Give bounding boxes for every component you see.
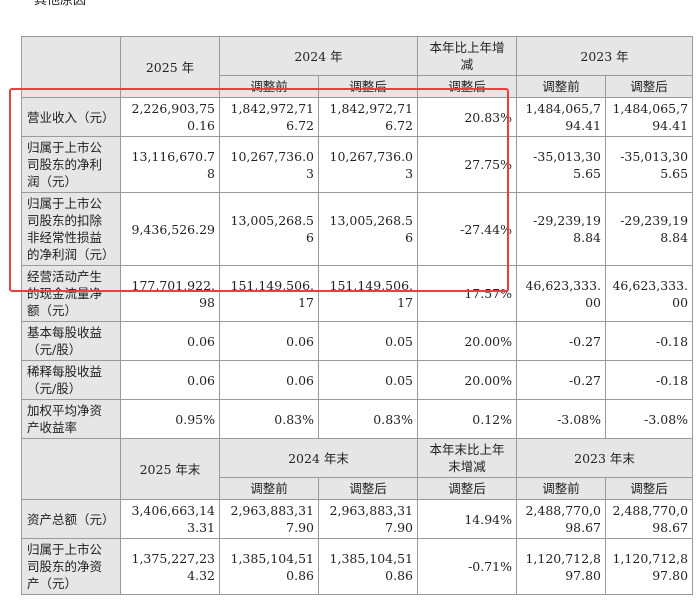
value-2023-after: 1,484,065,794.41 (605, 97, 694, 137)
header2-2023-before: 调整前 (516, 477, 607, 500)
header-2024-before: 调整前 (219, 75, 319, 98)
value-2024-before: 0.83% (219, 399, 319, 439)
value-2023-before: -0.27 (516, 360, 607, 400)
value-2025: 13,116,670.78 (120, 136, 220, 193)
table-row: 稀释每股收益（元/股） 0.06 0.06 0.05 20.00% -0.27 -0.18 (21, 360, 694, 400)
value-2023-after: -3.08% (605, 399, 694, 439)
value-2024-before: 0.06 (219, 360, 319, 400)
table-row: 经营活动产生的现金流量净额（元） 177,701,922.98 151,149,50… (21, 265, 694, 322)
value-2023-before: 46,623,333.00 (516, 265, 607, 322)
value-2024-before: 2,963,883,317.90 (219, 499, 319, 539)
value-2025: 0.06 (120, 321, 220, 361)
header2-change-after: 调整后 (417, 477, 518, 500)
row-label: 资产总额（元） (21, 499, 121, 539)
value-2023-before: 1,484,065,794.41 (516, 97, 607, 137)
value-change: -27.44% (417, 192, 518, 266)
value-2025: 9,436,526.29 (120, 192, 220, 266)
header2-2024-before: 调整前 (219, 477, 319, 500)
table-row: 基本每股收益（元/股） 0.06 0.06 0.05 20.00% -0.27 -0.18 (21, 321, 694, 361)
row-label: 加权平均净资产收益率 (21, 399, 121, 439)
value-2023-after: -29,239,198.84 (605, 192, 694, 266)
value-2025: 177,701,922.98 (120, 265, 220, 322)
value-2023-after: 2,488,770,098.67 (605, 499, 694, 539)
value-2024-before: 1,842,972,716.72 (219, 97, 319, 137)
value-2025: 2,226,903,750.16 (120, 97, 220, 137)
header-row-2: 2025 年末 2024 年末 本年末比上年末增减 2023 年末 (21, 438, 694, 500)
header-2023-before: 调整前 (516, 75, 607, 98)
section-caption: 其他原因 (34, 0, 87, 8)
row-label: 营业收入（元） (21, 97, 121, 137)
table-row: 归属于上市公司股东的净利润（元） 13,116,670.78 10,267,736.… (21, 136, 694, 193)
value-change: 20.83% (417, 97, 518, 137)
header2-2025: 2025 年末 (120, 438, 220, 500)
value-2025: 1,375,227,234.32 (120, 538, 220, 595)
value-change: 27.75% (417, 136, 518, 193)
header-2024: 2024 年 (218, 36, 419, 76)
value-2024-before: 10,267,736.03 (219, 136, 319, 193)
header-change-after: 调整后 (417, 75, 518, 98)
value-2024-after: 0.05 (317, 360, 419, 400)
value-2023-before: 1,120,712,897.80 (516, 538, 607, 595)
row-label: 基本每股收益（元/股） (21, 321, 121, 361)
value-2024-after: 13,005,268.56 (317, 192, 419, 266)
value-change: 0.12% (417, 399, 518, 439)
table-row: 资产总额（元） 3,406,663,143.31 2,963,883,317.90 2… (21, 499, 694, 539)
value-2025: 0.06 (120, 360, 220, 400)
value-change: 20.00% (417, 321, 518, 361)
table-row: 归属于上市公司股东的扣除非经常性损益的净利润（元） 9,436,526.29 13,… (21, 192, 694, 266)
header-row-1-sub: 调整前 调整后 调整后 调整前 调整后 (22, 75, 694, 98)
row-label: 经营活动产生的现金流量净额（元） (21, 265, 121, 322)
row-label: 稀释每股收益（元/股） (21, 360, 121, 400)
value-2023-after: 1,120,712,897.80 (605, 538, 694, 595)
header-label-blank (21, 36, 121, 98)
value-2024-before: 1,385,104,510.86 (219, 538, 319, 595)
table-row: 归属于上市公司股东的净资产（元） 1,375,227,234.32 1,385,10… (21, 538, 694, 595)
value-2024-after: 1,842,972,716.72 (317, 97, 419, 137)
header-2024-after: 调整后 (317, 75, 419, 98)
header-change: 本年比上年增减 (417, 36, 518, 76)
value-2023-before: 2,488,770,098.67 (516, 499, 607, 539)
value-2024-before: 151,149,506.17 (219, 265, 319, 322)
value-2024-after: 0.05 (317, 321, 419, 361)
value-2023-after: -0.18 (605, 321, 694, 361)
value-change: 20.00% (417, 360, 518, 400)
header2-change: 本年末比上年末增减 (417, 438, 518, 478)
table-row: 营业收入（元） 2,226,903,750.16 1,842,972,716.72 1… (21, 97, 694, 137)
value-2023-before: -29,239,198.84 (516, 192, 607, 266)
value-2023-after: -35,013,305.65 (605, 136, 694, 193)
header2-2024-after: 调整后 (317, 477, 419, 500)
row-label: 归属于上市公司股东的净利润（元） (21, 136, 121, 193)
table-row: 加权平均净资产收益率 0.95% 0.83% 0.83% 0.12% -3.08% -3.0… (21, 399, 694, 439)
value-change: 14.94% (417, 499, 518, 539)
header-2025: 2025 年 (120, 36, 220, 98)
header2-label-blank (21, 438, 121, 500)
value-2025: 3,406,663,143.31 (120, 499, 220, 539)
value-2023-before: -35,013,305.65 (516, 136, 607, 193)
financial-data-table: 2025 年 2024 年 本年比上年增减 2023 年 调整前 调整后 调整后… (21, 36, 694, 595)
value-2024-after: 2,963,883,317.90 (317, 499, 419, 539)
row-label: 归属于上市公司股东的扣除非经常性损益的净利润（元） (21, 192, 121, 266)
value-change: 17.57% (417, 265, 518, 322)
row-label: 归属于上市公司股东的净资产（元） (21, 538, 121, 595)
value-change: -0.71% (417, 538, 518, 595)
value-2024-before: 13,005,268.56 (219, 192, 319, 266)
value-2024-after: 151,149,506.17 (317, 265, 419, 322)
value-2025: 0.95% (120, 399, 220, 439)
header2-2024: 2024 年末 (218, 438, 419, 478)
header-2023-after: 调整后 (605, 75, 694, 98)
value-2024-after: 1,385,104,510.86 (317, 538, 419, 595)
value-2023-before: -0.27 (516, 321, 607, 361)
header-row-1: 2025 年 2024 年 本年比上年增减 2023 年 (21, 36, 694, 98)
value-2024-before: 0.06 (219, 321, 319, 361)
header2-2023-after: 调整后 (605, 477, 694, 500)
header-2023: 2023 年 (516, 36, 694, 76)
value-2023-after: 46,623,333.00 (605, 265, 694, 322)
value-2024-after: 0.83% (317, 399, 419, 439)
value-2023-before: -3.08% (516, 399, 607, 439)
header2-2023: 2023 年末 (516, 438, 694, 478)
value-2023-after: -0.18 (605, 360, 694, 400)
value-2024-after: 10,267,736.03 (317, 136, 419, 193)
